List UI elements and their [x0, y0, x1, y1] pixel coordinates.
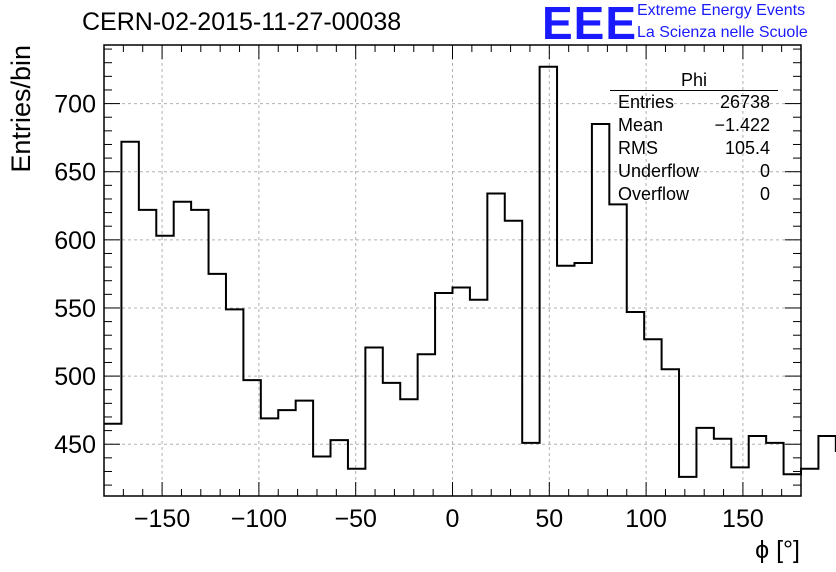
stats-label: RMS: [618, 138, 658, 158]
stats-value: 105.4: [724, 138, 770, 158]
stats-box: Phi Entries 26738 Mean −1.422 RMS 105.4 Und…: [610, 70, 778, 206]
stats-row: Overflow 0: [610, 183, 778, 206]
eee-logo: EEE: [542, 0, 638, 49]
x-tick-label: 150: [722, 505, 764, 533]
chart-title: CERN-02-2015-11-27-00038: [82, 8, 402, 36]
grid-lines: [104, 45, 801, 496]
stats-value: 0: [759, 161, 770, 181]
x-tick-label: −50: [334, 505, 376, 533]
stats-value: −1.422: [714, 115, 770, 135]
x-tick-label: 0: [446, 505, 460, 533]
stats-box-title: Phi: [610, 70, 778, 91]
stats-label: Mean: [618, 115, 664, 135]
x-tick-label: −100: [231, 505, 287, 533]
x-tick-label: 100: [625, 505, 667, 533]
axes: [103, 44, 802, 497]
stats-row: RMS 105.4: [610, 137, 778, 160]
logo-line-2: La Scienza nelle Scuole: [637, 24, 808, 41]
logo-line-1: Extreme Energy Events: [637, 2, 806, 19]
x-axis-label: ϕ [°]: [755, 536, 800, 564]
y-axis-label: Entries/bin: [6, 45, 36, 173]
stats-label: Entries: [618, 92, 675, 112]
stats-value: 26738: [719, 92, 770, 112]
x-tick-label: 50: [535, 505, 563, 533]
y-tick-label: 600: [54, 227, 96, 255]
tick-labels: −150 −100 −50 0 50 100 150 450 500 550 600 650 700: [54, 91, 763, 533]
y-tick-label: 650: [54, 159, 96, 187]
stats-row: Entries 26738: [610, 91, 778, 114]
x-tick-label: −150: [134, 505, 190, 533]
stats-row: Mean −1.422: [610, 114, 778, 137]
stats-label: Overflow: [618, 184, 690, 204]
stats-value: 0: [759, 184, 770, 204]
y-tick-label: 700: [54, 91, 96, 119]
histogram-series: [104, 65, 836, 478]
y-tick-label: 500: [54, 363, 96, 391]
histogram-line: [104, 65, 836, 478]
y-tick-label: 450: [54, 431, 96, 459]
stats-row: Underflow 0: [610, 160, 778, 183]
stats-label: Underflow: [618, 161, 700, 181]
y-tick-label: 550: [54, 295, 96, 323]
